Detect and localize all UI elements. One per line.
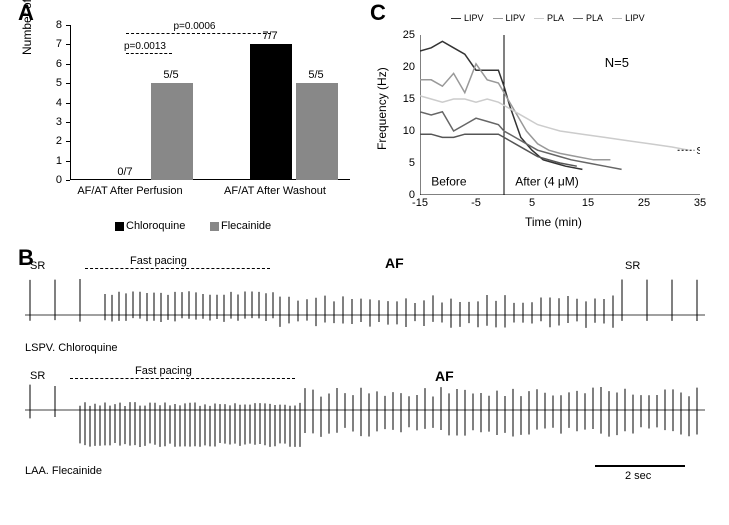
panel-c-ytick: 15 [403, 93, 415, 105]
af-label-1: AF [385, 255, 404, 271]
panel-a-ytick: 6 [56, 58, 62, 70]
p-value: p=0.0006 [174, 21, 216, 32]
panel-a-ytick: 0 [56, 174, 62, 186]
panel-a-ytick: 2 [56, 135, 62, 147]
svg-text:Before: Before [431, 174, 467, 188]
panel-c-xtick: 5 [522, 197, 542, 209]
pacing-label-1: Fast pacing [130, 255, 187, 267]
panel-c-xtick: -5 [466, 197, 486, 209]
panel-c-legend: LIPVLIPVPLAPLALIPV [445, 13, 648, 23]
p-value: p=0.0013 [124, 41, 166, 52]
panel-a-ytick: 4 [56, 97, 62, 109]
panel-c-xtitle: Time (min) [525, 215, 582, 229]
panel-c-xtick: -15 [410, 197, 430, 209]
bar-value-label: 0/7 [105, 166, 145, 178]
panel-a-legend-flecainide: Flecainide [210, 220, 271, 232]
trace-2 [25, 380, 705, 460]
trace-2-label: LAA. Flecainide [25, 465, 102, 477]
legend-swatch-chloroquine [115, 222, 124, 231]
panel-a-ytick: 1 [56, 155, 62, 167]
panel-a-legend-chloroquine: Chloroquine [115, 220, 185, 232]
panel-c-chart: N=5 Before After (4 μM) SR [420, 35, 700, 195]
panel-a-xcat-0: AF/AT After Perfusion [65, 185, 195, 197]
panel-a: Number of cases 0123456780/75/57/75/5p=0… [15, 5, 360, 235]
bar-value-label: 5/5 [151, 69, 191, 81]
legend-label-chloroquine: Chloroquine [126, 220, 185, 232]
svg-text:N=5: N=5 [605, 55, 629, 70]
panel-b: SR Fast pacing AF SR LSPV. Chloroquine S… [15, 250, 715, 520]
trace-1 [25, 270, 705, 340]
panel-c-xtick: 35 [690, 197, 710, 209]
bar [151, 83, 193, 180]
panel-a-ytick: 8 [56, 19, 62, 31]
panel-c-ytitle: Frequency (Hz) [375, 67, 389, 150]
panel-c-xtick: 15 [578, 197, 598, 209]
scale-label: 2 sec [625, 470, 651, 482]
legend-label-flecainide: Flecainide [221, 220, 271, 232]
panel-c-xtick: 25 [634, 197, 654, 209]
legend-swatch-flecainide [210, 222, 219, 231]
pacing-label-2: Fast pacing [135, 365, 192, 377]
panel-a-ytick: 3 [56, 116, 62, 128]
bar-value-label: 5/5 [296, 69, 336, 81]
scale-bar [595, 465, 685, 467]
panel-a-ytick: 7 [56, 38, 62, 50]
panel-c-ytick: 10 [403, 125, 415, 137]
panel-a-ytitle: Number of cases [20, 0, 34, 55]
panel-c: Frequency (Hz) Time (min) N=5 Before After… [370, 5, 720, 235]
panel-a-ytick: 5 [56, 77, 62, 89]
panel-a-plot: 0123456780/75/57/75/5p=0.0013p=0.0006 [70, 25, 350, 180]
svg-text:SR: SR [696, 146, 700, 157]
bar [250, 44, 292, 180]
panel-a-xcat-1: AF/AT After Washout [210, 185, 340, 197]
pacing-line-2 [70, 378, 295, 379]
panel-a-yaxis [70, 25, 71, 180]
bar [296, 83, 338, 180]
pacing-line-1 [85, 268, 270, 269]
trace-1-label: LSPV. Chloroquine [25, 342, 118, 354]
panel-c-ytick: 5 [409, 157, 415, 169]
svg-text:After (4 μM): After (4 μM) [515, 174, 579, 188]
panel-c-ytick: 25 [403, 29, 415, 41]
panel-c-ytick: 20 [403, 61, 415, 73]
